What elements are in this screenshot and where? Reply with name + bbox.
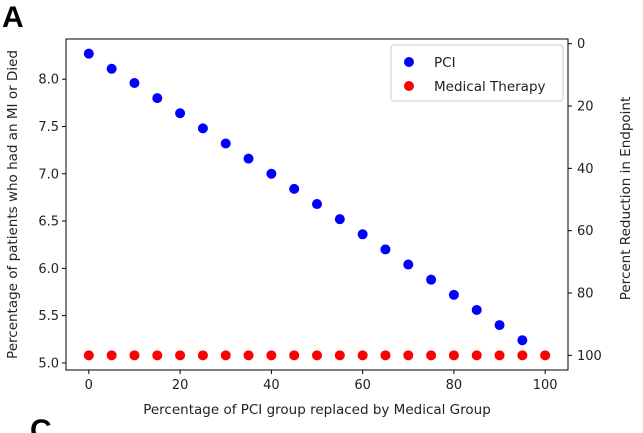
data-point-medical-therapy bbox=[152, 350, 163, 361]
data-point-medical-therapy bbox=[106, 350, 117, 361]
data-point-medical-therapy bbox=[243, 350, 254, 361]
x-tick-label: 80 bbox=[446, 378, 463, 393]
data-point-medical-therapy bbox=[494, 350, 505, 361]
data-point-medical-therapy bbox=[380, 350, 391, 361]
data-point-medical-therapy bbox=[540, 350, 551, 361]
data-point-pci bbox=[106, 63, 117, 74]
x-tick-label: 100 bbox=[533, 378, 558, 393]
panel-label-c: C bbox=[30, 414, 52, 433]
data-point-pci bbox=[197, 123, 208, 134]
data-point-medical-therapy bbox=[312, 350, 322, 361]
data-points bbox=[83, 48, 551, 361]
data-point-pci bbox=[289, 183, 300, 194]
y-tick-label: 6.5 bbox=[38, 215, 59, 230]
data-point-pci bbox=[175, 108, 186, 119]
panel-label-a: A bbox=[2, 1, 24, 34]
scatter-chart: 0 20 40 60 80 100 5.0 5.5 6.0 6.5 7.0 7.5 8.0 0 20 40… bbox=[5, 37, 634, 418]
data-point-pci bbox=[312, 199, 322, 210]
y-axis-ticks: 5.0 5.5 6.0 6.5 7.0 7.5 8.0 bbox=[38, 73, 66, 371]
y2-tick-label: 40 bbox=[577, 162, 594, 177]
legend-marker-pci bbox=[404, 57, 414, 67]
data-point-medical-therapy bbox=[448, 350, 459, 361]
data-point-medical-therapy bbox=[289, 350, 300, 361]
x-tick-label: 0 bbox=[85, 378, 93, 393]
data-point-pci bbox=[129, 77, 140, 88]
data-point-medical-therapy bbox=[197, 350, 208, 361]
data-point-medical-therapy bbox=[426, 350, 437, 361]
data-point-pci bbox=[243, 153, 254, 164]
legend-box bbox=[390, 44, 564, 102]
y-tick-label: 6.0 bbox=[38, 262, 59, 277]
data-point-medical-therapy bbox=[517, 350, 528, 361]
data-point-pci bbox=[266, 168, 277, 179]
x-axis-ticks: 0 20 40 60 80 100 bbox=[85, 370, 558, 393]
data-point-pci bbox=[357, 229, 368, 240]
data-point-pci bbox=[380, 244, 391, 255]
plot-area bbox=[65, 38, 569, 371]
legend-label-pci: PCI bbox=[434, 55, 456, 71]
data-point-pci bbox=[426, 274, 437, 285]
y2-tick-label: 60 bbox=[577, 224, 594, 239]
data-point-pci bbox=[220, 138, 231, 149]
data-point-pci bbox=[448, 289, 459, 300]
data-point-medical-therapy bbox=[357, 350, 368, 361]
y2-tick-label: 20 bbox=[577, 100, 594, 115]
data-point-medical-therapy bbox=[175, 350, 186, 361]
data-point-medical-therapy bbox=[334, 350, 345, 361]
data-point-medical-therapy bbox=[129, 350, 140, 361]
legend-label-medical-therapy: Medical Therapy bbox=[434, 79, 546, 95]
x-tick-label: 60 bbox=[354, 378, 371, 393]
y-axis-label: Percentage of patients who had an MI or … bbox=[5, 50, 21, 359]
data-point-medical-therapy bbox=[471, 350, 482, 361]
y-tick-label: 7.0 bbox=[38, 167, 59, 182]
data-point-pci bbox=[494, 320, 505, 331]
legend: PCI Medical Therapy bbox=[390, 44, 564, 102]
data-point-medical-therapy bbox=[220, 350, 231, 361]
y-tick-label: 8.0 bbox=[38, 73, 59, 88]
data-point-medical-therapy bbox=[403, 350, 414, 361]
y-tick-label: 5.5 bbox=[38, 309, 59, 324]
data-point-pci bbox=[83, 48, 94, 59]
data-point-pci bbox=[471, 304, 482, 315]
x-axis-label: Percentage of PCI group replaced by Medi… bbox=[143, 402, 491, 418]
y-tick-label: 7.5 bbox=[38, 120, 59, 135]
data-point-medical-therapy bbox=[266, 350, 277, 361]
x-tick-label: 20 bbox=[172, 378, 189, 393]
y2-tick-label: 0 bbox=[577, 37, 585, 52]
x-tick-label: 40 bbox=[263, 378, 280, 393]
y2-axis-label: Percent Reduction in Endpoint bbox=[618, 97, 634, 301]
y-tick-label: 5.0 bbox=[38, 356, 59, 371]
data-point-medical-therapy bbox=[83, 350, 94, 361]
y2-tick-label: 100 bbox=[577, 349, 602, 364]
data-point-pci bbox=[517, 335, 528, 346]
y2-axis-ticks: 0 20 40 60 80 100 bbox=[568, 37, 602, 364]
legend-marker-medical-therapy bbox=[404, 81, 414, 91]
data-point-pci bbox=[152, 93, 163, 104]
data-point-pci bbox=[334, 214, 345, 225]
y2-tick-label: 80 bbox=[577, 287, 594, 302]
data-point-pci bbox=[403, 259, 414, 270]
